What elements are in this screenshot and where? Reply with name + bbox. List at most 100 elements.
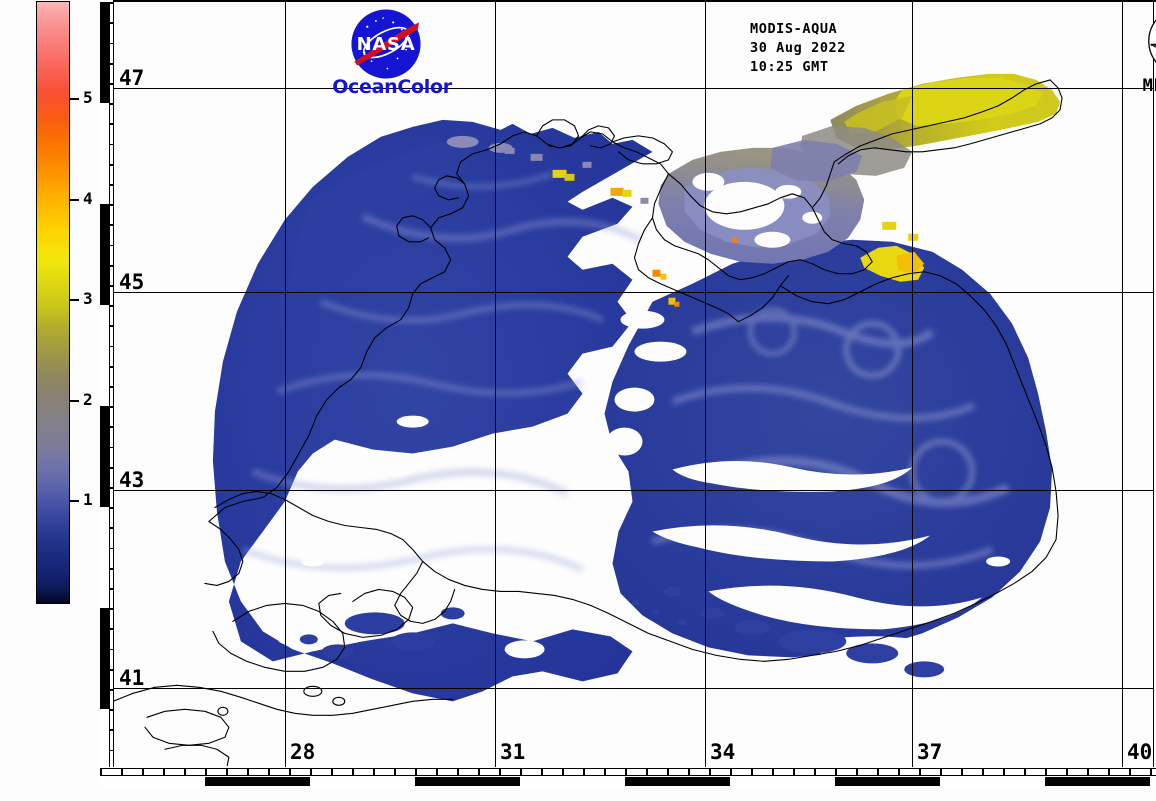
- ruler-left-minor-seg: [109, 690, 114, 710]
- mhi-emblem-icon: [1148, 19, 1156, 63]
- mhi-ras-logo: MHI RAS: [1122, 6, 1156, 96]
- ruler-left-minor-seg: [109, 307, 114, 326]
- colorbar-panel: Water-leaving radiance (0.551 μm), mW·cm…: [0, 0, 100, 801]
- ruler-bottom-minor-seg: [794, 769, 814, 775]
- nasa-meatball-icon: NASA: [351, 9, 421, 79]
- ruler-bottom-minor-seg: [1109, 769, 1129, 775]
- ruler-bottom-minor-seg: [668, 769, 688, 775]
- ruler-left-seg: [100, 507, 109, 608]
- ruler-bottom-minor-seg: [626, 769, 646, 775]
- gridline-latitude: [113, 88, 1153, 90]
- gridline-longitude: [285, 2, 287, 767]
- ruler-bottom-minor-seg: [731, 769, 751, 775]
- ruler-bottom-minor-seg: [920, 769, 940, 775]
- ruler-left-seg: [100, 709, 109, 767]
- ruler-bottom-minor-seg: [206, 769, 226, 775]
- colorbar-tick-label: 4: [83, 189, 93, 208]
- sensor-name: MODIS-AQUA: [750, 21, 838, 37]
- ruler-bottom-minor-seg: [1025, 769, 1045, 775]
- colorbar-gradient-frame: [36, 1, 70, 604]
- ruler-bottom-minor-seg: [332, 769, 352, 775]
- ruler-bottom-seg: [940, 777, 1045, 786]
- ruler-bottom-minor-seg: [878, 769, 898, 775]
- ruler-bottom-minor-seg: [185, 769, 205, 775]
- colorbar-tick-label: 5: [83, 88, 93, 107]
- ruler-bottom-minor-seg: [458, 769, 478, 775]
- ruler-left-minor-seg: [109, 206, 114, 225]
- ruler-left-minor-seg: [109, 428, 114, 447]
- acquisition-date: 30 Aug 2022: [750, 40, 847, 56]
- ruler-bottom-minor-seg: [836, 769, 856, 775]
- ruler-left-minor-seg: [109, 145, 114, 164]
- ruler-bottom-minor-seg: [647, 769, 667, 775]
- colorbar-tick-group: 1 2 3 4 5: [70, 0, 100, 801]
- ruler-left-seg: [100, 305, 109, 406]
- ruler-left-seg: [100, 103, 109, 204]
- ruler-bottom-minor-seg: [1130, 769, 1150, 775]
- ruler-left-minor-seg: [109, 569, 114, 588]
- ruler-left-minor-seg: [109, 24, 114, 43]
- ruler-left-minor-seg: [109, 509, 114, 528]
- ruler-bottom-minor-seg: [605, 769, 625, 775]
- ruler-bottom-minor-seg: [773, 769, 793, 775]
- ruler-left-minor-seg: [109, 185, 114, 205]
- ruler-bottom-minor-seg: [395, 769, 415, 775]
- colorbar-tick-mark: [70, 500, 79, 502]
- ruler-bottom-minor-seg: [1046, 769, 1066, 775]
- ruler-bottom-minor-seg: [899, 769, 919, 775]
- sea-color-data-layer: [212, 73, 1061, 702]
- ruler-bottom-minor-seg: [101, 769, 121, 775]
- ruler-bottom-seg: [100, 777, 205, 786]
- acquisition-time: 10:25 GMT: [750, 59, 829, 75]
- ruler-bottom-minor-seg: [374, 769, 394, 775]
- colorbar-tick-mark: [70, 299, 79, 301]
- ruler-bottom-minor-seg: [1004, 769, 1024, 775]
- latitude-label: 43: [119, 468, 145, 492]
- ruler-bottom-minor-seg: [962, 769, 982, 775]
- ruler-left-minor-seg: [109, 488, 114, 508]
- ruler-bottom-minor-seg: [584, 769, 604, 775]
- ruler-left-minor-seg: [109, 610, 114, 629]
- ruler-left-minor-seg: [109, 589, 114, 609]
- ruler-bottom-seg: [310, 777, 415, 786]
- latitude-label: 45: [119, 270, 145, 294]
- ruler-left-minor-seg: [109, 165, 114, 184]
- ruler-bottom-minor-seg: [227, 769, 247, 775]
- ruler-bottom-seg: [1150, 777, 1156, 786]
- ruler-left-minor-seg: [109, 327, 114, 346]
- ruler-bottom-seg: [730, 777, 835, 786]
- ruler-bottom-minor-seg: [122, 769, 142, 775]
- ruler-left-minor-seg: [109, 448, 114, 467]
- ruler-left-minor-seg: [109, 650, 114, 669]
- latitude-label: 47: [119, 66, 145, 90]
- ruler-bottom-minor-seg: [164, 769, 184, 775]
- map-frame: 47 45 43 41 28 31 34 37 40 NASA OceanColor: [100, 0, 1156, 801]
- ruler-left-minor-seg: [109, 105, 114, 124]
- colorbar-tick-mark: [70, 98, 79, 100]
- colorbar-tick-label: 3: [83, 289, 93, 308]
- ruler-left-minor-seg: [109, 711, 114, 730]
- map-top-border: [113, 0, 1156, 2]
- ruler-bottom-minor-seg: [542, 769, 562, 775]
- ruler-left-minor-seg: [109, 731, 114, 750]
- ruler-bottom-minor-seg: [416, 769, 436, 775]
- gridline-longitude: [912, 2, 914, 767]
- ruler-left-minor-seg: [109, 408, 114, 427]
- longitude-label: 37: [917, 740, 943, 764]
- ruler-left-minor-seg: [109, 246, 114, 265]
- ruler-left-minor-seg: [109, 226, 114, 245]
- ruler-bottom-minor-seg: [1067, 769, 1087, 775]
- longitude-label: 31: [500, 740, 526, 764]
- ruler-left-minor-seg: [109, 266, 114, 285]
- ruler-bottom-minor-seg: [689, 769, 709, 775]
- longitude-label: 34: [710, 740, 736, 764]
- ruler-left-minor-seg: [109, 367, 114, 386]
- ruler-bottom-minor-seg: [521, 769, 541, 775]
- ruler-bottom-minor-seg: [857, 769, 877, 775]
- map-plot-area[interactable]: 47 45 43 41 28 31 34 37 40: [113, 2, 1154, 767]
- ruler-left-minor-seg: [109, 84, 114, 104]
- ruler-bottom-minor-seg: [563, 769, 583, 775]
- ruler-bottom-minor-seg: [983, 769, 1003, 775]
- mhi-ras-label: MHI RAS: [1142, 76, 1156, 96]
